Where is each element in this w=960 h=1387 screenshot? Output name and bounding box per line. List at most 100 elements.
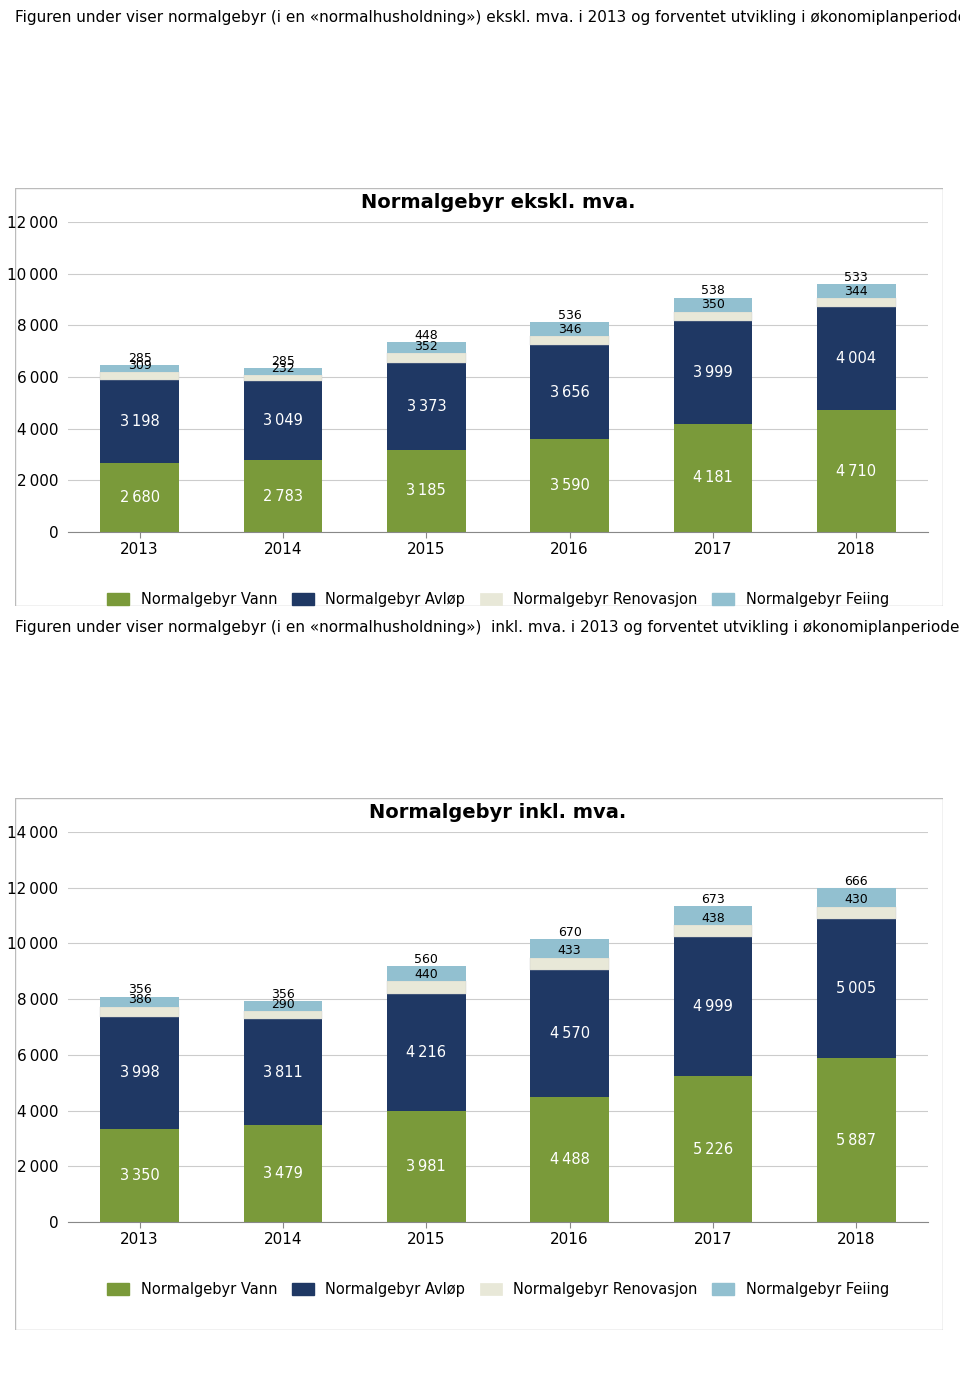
Bar: [530, 957, 609, 970]
Text: 3 998: 3 998: [120, 1065, 159, 1080]
Bar: [244, 1011, 323, 1019]
Text: 538: 538: [701, 284, 725, 297]
Text: 3 590: 3 590: [550, 479, 589, 494]
Text: 232: 232: [271, 362, 295, 374]
Text: 666: 666: [845, 875, 868, 888]
Text: 440: 440: [415, 968, 438, 981]
Bar: [387, 993, 466, 1111]
Bar: [244, 1019, 323, 1125]
Bar: [387, 449, 466, 533]
Bar: [387, 1111, 466, 1222]
Text: 352: 352: [415, 340, 438, 354]
Text: 670: 670: [558, 925, 582, 939]
Text: 448: 448: [415, 329, 438, 341]
Bar: [674, 424, 753, 533]
Bar: [100, 1007, 180, 1017]
Text: 4 216: 4 216: [406, 1044, 446, 1060]
Text: 3 479: 3 479: [263, 1166, 303, 1182]
Bar: [674, 312, 753, 320]
Text: 290: 290: [271, 997, 295, 1011]
Bar: [100, 1017, 180, 1129]
Bar: [387, 965, 466, 982]
Bar: [817, 918, 896, 1058]
Text: 356: 356: [128, 983, 152, 996]
Text: 2 783: 2 783: [263, 488, 303, 503]
Bar: [244, 1125, 323, 1222]
Text: 285: 285: [128, 351, 152, 365]
Bar: [100, 372, 180, 380]
Text: 3 049: 3 049: [263, 413, 303, 429]
Text: 4 488: 4 488: [550, 1153, 589, 1166]
Text: 386: 386: [128, 993, 152, 1007]
Bar: [244, 1001, 323, 1011]
Bar: [100, 380, 180, 463]
Bar: [244, 381, 323, 460]
Bar: [674, 320, 753, 424]
Text: 285: 285: [271, 355, 295, 368]
Text: 4 999: 4 999: [693, 999, 732, 1014]
Bar: [674, 938, 753, 1076]
Bar: [530, 1097, 609, 1222]
Text: 536: 536: [558, 309, 582, 322]
Text: 3 811: 3 811: [263, 1064, 302, 1079]
Bar: [530, 322, 609, 336]
Bar: [817, 907, 896, 918]
Bar: [817, 1058, 896, 1222]
Bar: [817, 298, 896, 307]
Text: 430: 430: [845, 893, 868, 906]
Text: 533: 533: [845, 270, 868, 284]
Text: 4 004: 4 004: [836, 351, 876, 366]
Text: 346: 346: [558, 323, 582, 336]
Text: 3 350: 3 350: [120, 1168, 159, 1183]
Text: 3 981: 3 981: [406, 1160, 446, 1173]
Text: 3 185: 3 185: [406, 483, 446, 498]
Bar: [100, 463, 180, 533]
Text: 350: 350: [701, 298, 725, 312]
Bar: [674, 925, 753, 938]
Bar: [244, 460, 323, 533]
Text: 309: 309: [128, 359, 152, 372]
Bar: [244, 368, 323, 376]
Text: 5 226: 5 226: [693, 1142, 733, 1157]
Text: 5 005: 5 005: [836, 981, 876, 996]
Text: 2 680: 2 680: [120, 490, 159, 505]
Bar: [674, 298, 753, 312]
Bar: [817, 888, 896, 907]
Text: 5 887: 5 887: [836, 1133, 876, 1147]
Text: 673: 673: [701, 893, 725, 906]
Bar: [387, 343, 466, 354]
Text: 3 999: 3 999: [693, 365, 732, 380]
Bar: [100, 365, 180, 372]
Legend: Normalgebyr Vann, Normalgebyr Avløp, Normalgebyr Renovasjon, Normalgebyr Feiing: Normalgebyr Vann, Normalgebyr Avløp, Nor…: [101, 1276, 895, 1302]
Bar: [530, 345, 609, 440]
Bar: [530, 440, 609, 533]
Bar: [530, 336, 609, 345]
Text: Figuren under viser normalgebyr (i en «normalhusholdning») ekskl. mva. i 2013 og: Figuren under viser normalgebyr (i en «n…: [15, 8, 960, 25]
Text: 3 373: 3 373: [406, 398, 446, 413]
Bar: [244, 376, 323, 381]
Title: Normalgebyr inkl. mva.: Normalgebyr inkl. mva.: [370, 803, 627, 822]
Title: Normalgebyr ekskl. mva.: Normalgebyr ekskl. mva.: [361, 193, 636, 212]
Bar: [387, 354, 466, 362]
Bar: [387, 982, 466, 993]
Bar: [530, 970, 609, 1097]
FancyBboxPatch shape: [15, 189, 943, 606]
Bar: [674, 1076, 753, 1222]
Bar: [100, 997, 180, 1007]
Bar: [817, 284, 896, 298]
Text: 3 198: 3 198: [120, 413, 159, 429]
Text: 4 710: 4 710: [836, 463, 876, 479]
Text: 433: 433: [558, 945, 582, 957]
Bar: [530, 939, 609, 957]
Bar: [817, 307, 896, 411]
Bar: [100, 1129, 180, 1222]
Text: Figuren under viser normalgebyr (i en «normalhusholdning»)  inkl. mva. i 2013 og: Figuren under viser normalgebyr (i en «n…: [15, 619, 960, 635]
Text: 3 656: 3 656: [550, 384, 589, 399]
Text: 4 570: 4 570: [550, 1026, 589, 1040]
Legend: Normalgebyr Vann, Normalgebyr Avløp, Normalgebyr Renovasjon, Normalgebyr Feiing: Normalgebyr Vann, Normalgebyr Avløp, Nor…: [101, 585, 895, 613]
Bar: [387, 362, 466, 449]
Text: 4 181: 4 181: [693, 470, 732, 485]
Text: 560: 560: [415, 953, 439, 965]
Bar: [674, 906, 753, 925]
Text: 344: 344: [845, 284, 868, 298]
